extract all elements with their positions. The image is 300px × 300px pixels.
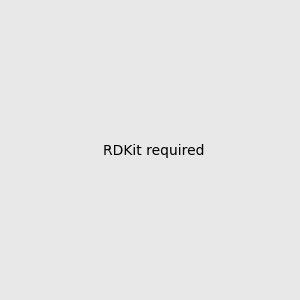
Text: RDKit required: RDKit required [103,145,205,158]
